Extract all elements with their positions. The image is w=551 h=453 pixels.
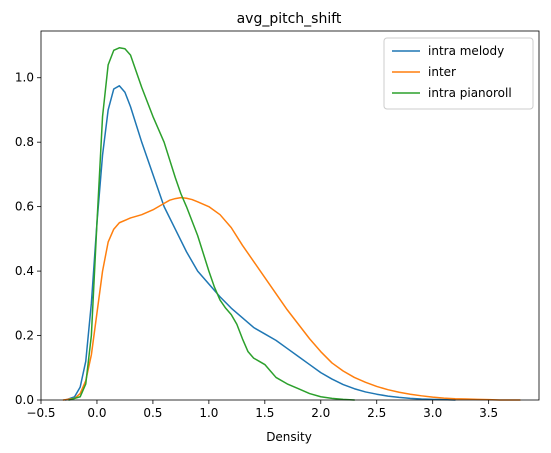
y-axis: 0.0 0.2 0.4 0.6 0.8 1.0 [15, 71, 41, 407]
series-line-2 [68, 47, 356, 401]
y-tick-label: 0.2 [15, 329, 34, 343]
legend-label-1: inter [428, 65, 456, 79]
x-tick-label: 0.5 [143, 406, 162, 420]
series-line-1 [62, 196, 521, 401]
legend-label-2: intra pianoroll [428, 86, 512, 100]
x-tick-label: 3.0 [423, 406, 442, 420]
x-tick-label: −0.5 [26, 406, 55, 420]
x-tick-label: 3.5 [479, 406, 498, 420]
x-tick-label: 1.0 [199, 406, 218, 420]
chart-title: avg_pitch_shift [237, 11, 342, 27]
legend-box [383, 37, 534, 110]
legend: intra melody inter intra pianoroll [383, 37, 534, 110]
y-tick-label: 1.0 [15, 71, 34, 85]
x-axis: −0.5 0.0 0.5 1.0 1.5 2.0 2.5 3.0 3.5 [26, 400, 498, 420]
legend-label-0: intra melody [428, 44, 504, 58]
x-tick-label: 1.5 [255, 406, 274, 420]
y-tick-label: 0.8 [15, 135, 34, 149]
y-tick-label: 0.6 [15, 200, 34, 214]
plot-area [62, 47, 521, 401]
series-line-0 [64, 85, 456, 401]
y-tick-label: 0.4 [15, 264, 34, 278]
x-tick-label: 2.0 [311, 406, 330, 420]
x-axis-label: Density [266, 430, 312, 444]
y-tick-label: 0.0 [15, 393, 34, 407]
axes-frame [40, 30, 540, 401]
x-tick-label: 0.0 [87, 406, 106, 420]
x-tick-label: 2.5 [367, 406, 386, 420]
